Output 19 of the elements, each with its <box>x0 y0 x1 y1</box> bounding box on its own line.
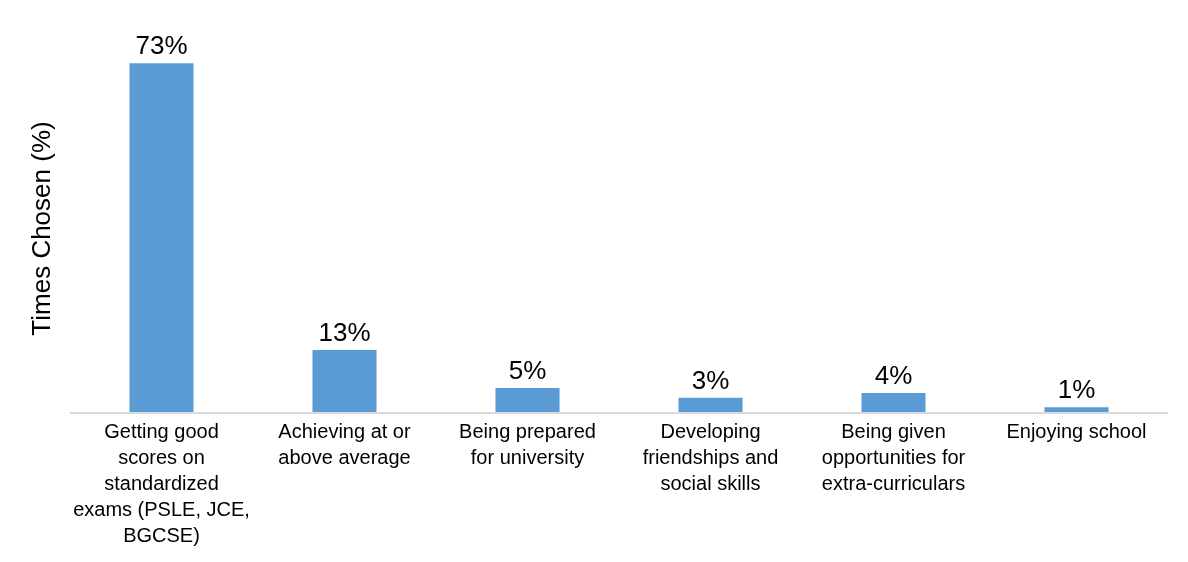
data-label: 5% <box>508 355 547 386</box>
data-label: 3% <box>691 364 730 395</box>
data-label: 1% <box>1057 374 1096 405</box>
bar <box>678 397 743 412</box>
data-label: 4% <box>874 359 913 390</box>
bar <box>129 63 194 412</box>
x-tick-label: Enjoying school <box>1006 419 1147 442</box>
bar <box>312 349 377 412</box>
y-axis-title: Times Chosen (%) <box>26 121 57 336</box>
x-tick-label: Being prepared for university <box>459 419 596 468</box>
bar <box>861 392 926 412</box>
x-tick-label: Achieving at or above average <box>278 419 411 468</box>
data-label: 73% <box>135 30 188 61</box>
data-label: 13% <box>318 316 371 347</box>
x-tick-label: Being given opportunities for extra-curriculars <box>821 419 966 494</box>
bar <box>1044 407 1109 412</box>
bar <box>495 388 560 412</box>
x-tick-label: Getting good scores on standardized exams (PSLE, JCE, BGCSE) <box>73 419 250 546</box>
x-tick-label: Developing friendships and social skills <box>642 419 779 494</box>
